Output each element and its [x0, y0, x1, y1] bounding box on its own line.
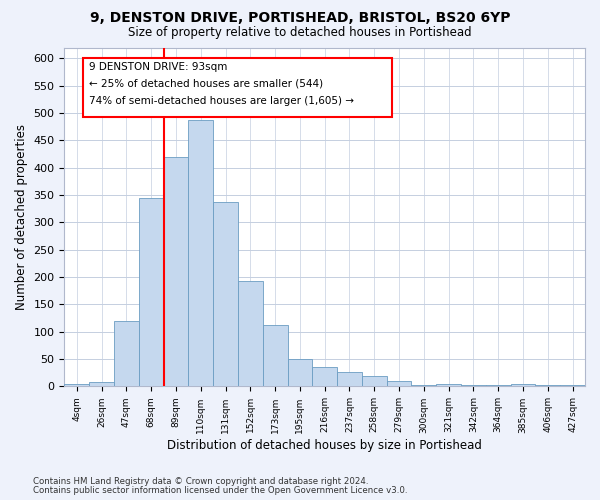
X-axis label: Distribution of detached houses by size in Portishead: Distribution of detached houses by size … — [167, 440, 482, 452]
Bar — [535, 385, 560, 386]
Bar — [412, 385, 436, 386]
Bar — [139, 198, 164, 386]
Bar — [436, 384, 461, 386]
Bar — [213, 202, 238, 386]
Bar — [164, 157, 188, 386]
Text: 9, DENSTON DRIVE, PORTISHEAD, BRISTOL, BS20 6YP: 9, DENSTON DRIVE, PORTISHEAD, BRISTOL, B… — [90, 11, 510, 25]
Y-axis label: Number of detached properties: Number of detached properties — [15, 124, 28, 310]
Bar — [486, 385, 511, 386]
Bar — [386, 381, 412, 386]
Text: 9 DENSTON DRIVE: 93sqm: 9 DENSTON DRIVE: 93sqm — [89, 62, 227, 72]
Text: Size of property relative to detached houses in Portishead: Size of property relative to detached ho… — [128, 26, 472, 39]
FancyBboxPatch shape — [83, 58, 392, 117]
Bar — [560, 385, 585, 386]
Bar — [188, 120, 213, 386]
Bar — [362, 376, 386, 386]
Bar — [64, 384, 89, 386]
Bar — [263, 325, 287, 386]
Text: ← 25% of detached houses are smaller (544): ← 25% of detached houses are smaller (54… — [89, 78, 323, 88]
Bar — [461, 385, 486, 386]
Text: Contains HM Land Registry data © Crown copyright and database right 2024.: Contains HM Land Registry data © Crown c… — [33, 477, 368, 486]
Text: 74% of semi-detached houses are larger (1,605) →: 74% of semi-detached houses are larger (… — [89, 96, 354, 106]
Bar — [89, 382, 114, 386]
Text: Contains public sector information licensed under the Open Government Licence v3: Contains public sector information licen… — [33, 486, 407, 495]
Bar — [313, 368, 337, 386]
Bar — [511, 384, 535, 386]
Bar — [337, 372, 362, 386]
Bar — [114, 321, 139, 386]
Bar — [238, 281, 263, 386]
Bar — [287, 359, 313, 386]
